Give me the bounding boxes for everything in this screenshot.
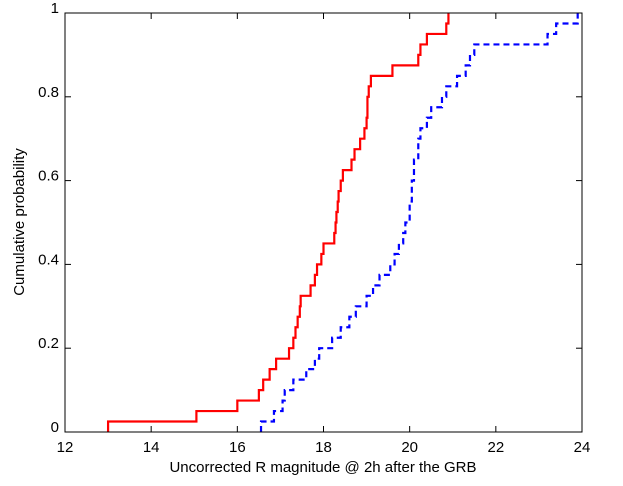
y-tick-label: 0.8: [38, 84, 59, 101]
plot-frame: [64, 12, 583, 433]
x-tick-label: 16: [229, 439, 246, 456]
y-tick-label: 0: [51, 419, 59, 436]
y-tick-label: 0.6: [38, 168, 59, 185]
cdf-line: [259, 13, 579, 432]
x-tick-label: 18: [315, 439, 332, 456]
y-tick-label: 0.4: [38, 251, 59, 268]
y-tick-label: 1: [51, 0, 59, 17]
y-tick-label: 0.2: [38, 335, 59, 352]
cdf-line: [106, 13, 450, 432]
x-tick-label: 22: [487, 439, 504, 456]
x-tick-label: 14: [143, 439, 160, 456]
x-tick-label: 12: [57, 439, 74, 456]
x-axis-label: Uncorrected R magnitude @ 2h after the G…: [169, 459, 476, 476]
y-axis-label: Cumulative probability: [11, 148, 28, 296]
x-tick-label: 24: [574, 439, 591, 456]
x-tick-label: 20: [401, 439, 418, 456]
